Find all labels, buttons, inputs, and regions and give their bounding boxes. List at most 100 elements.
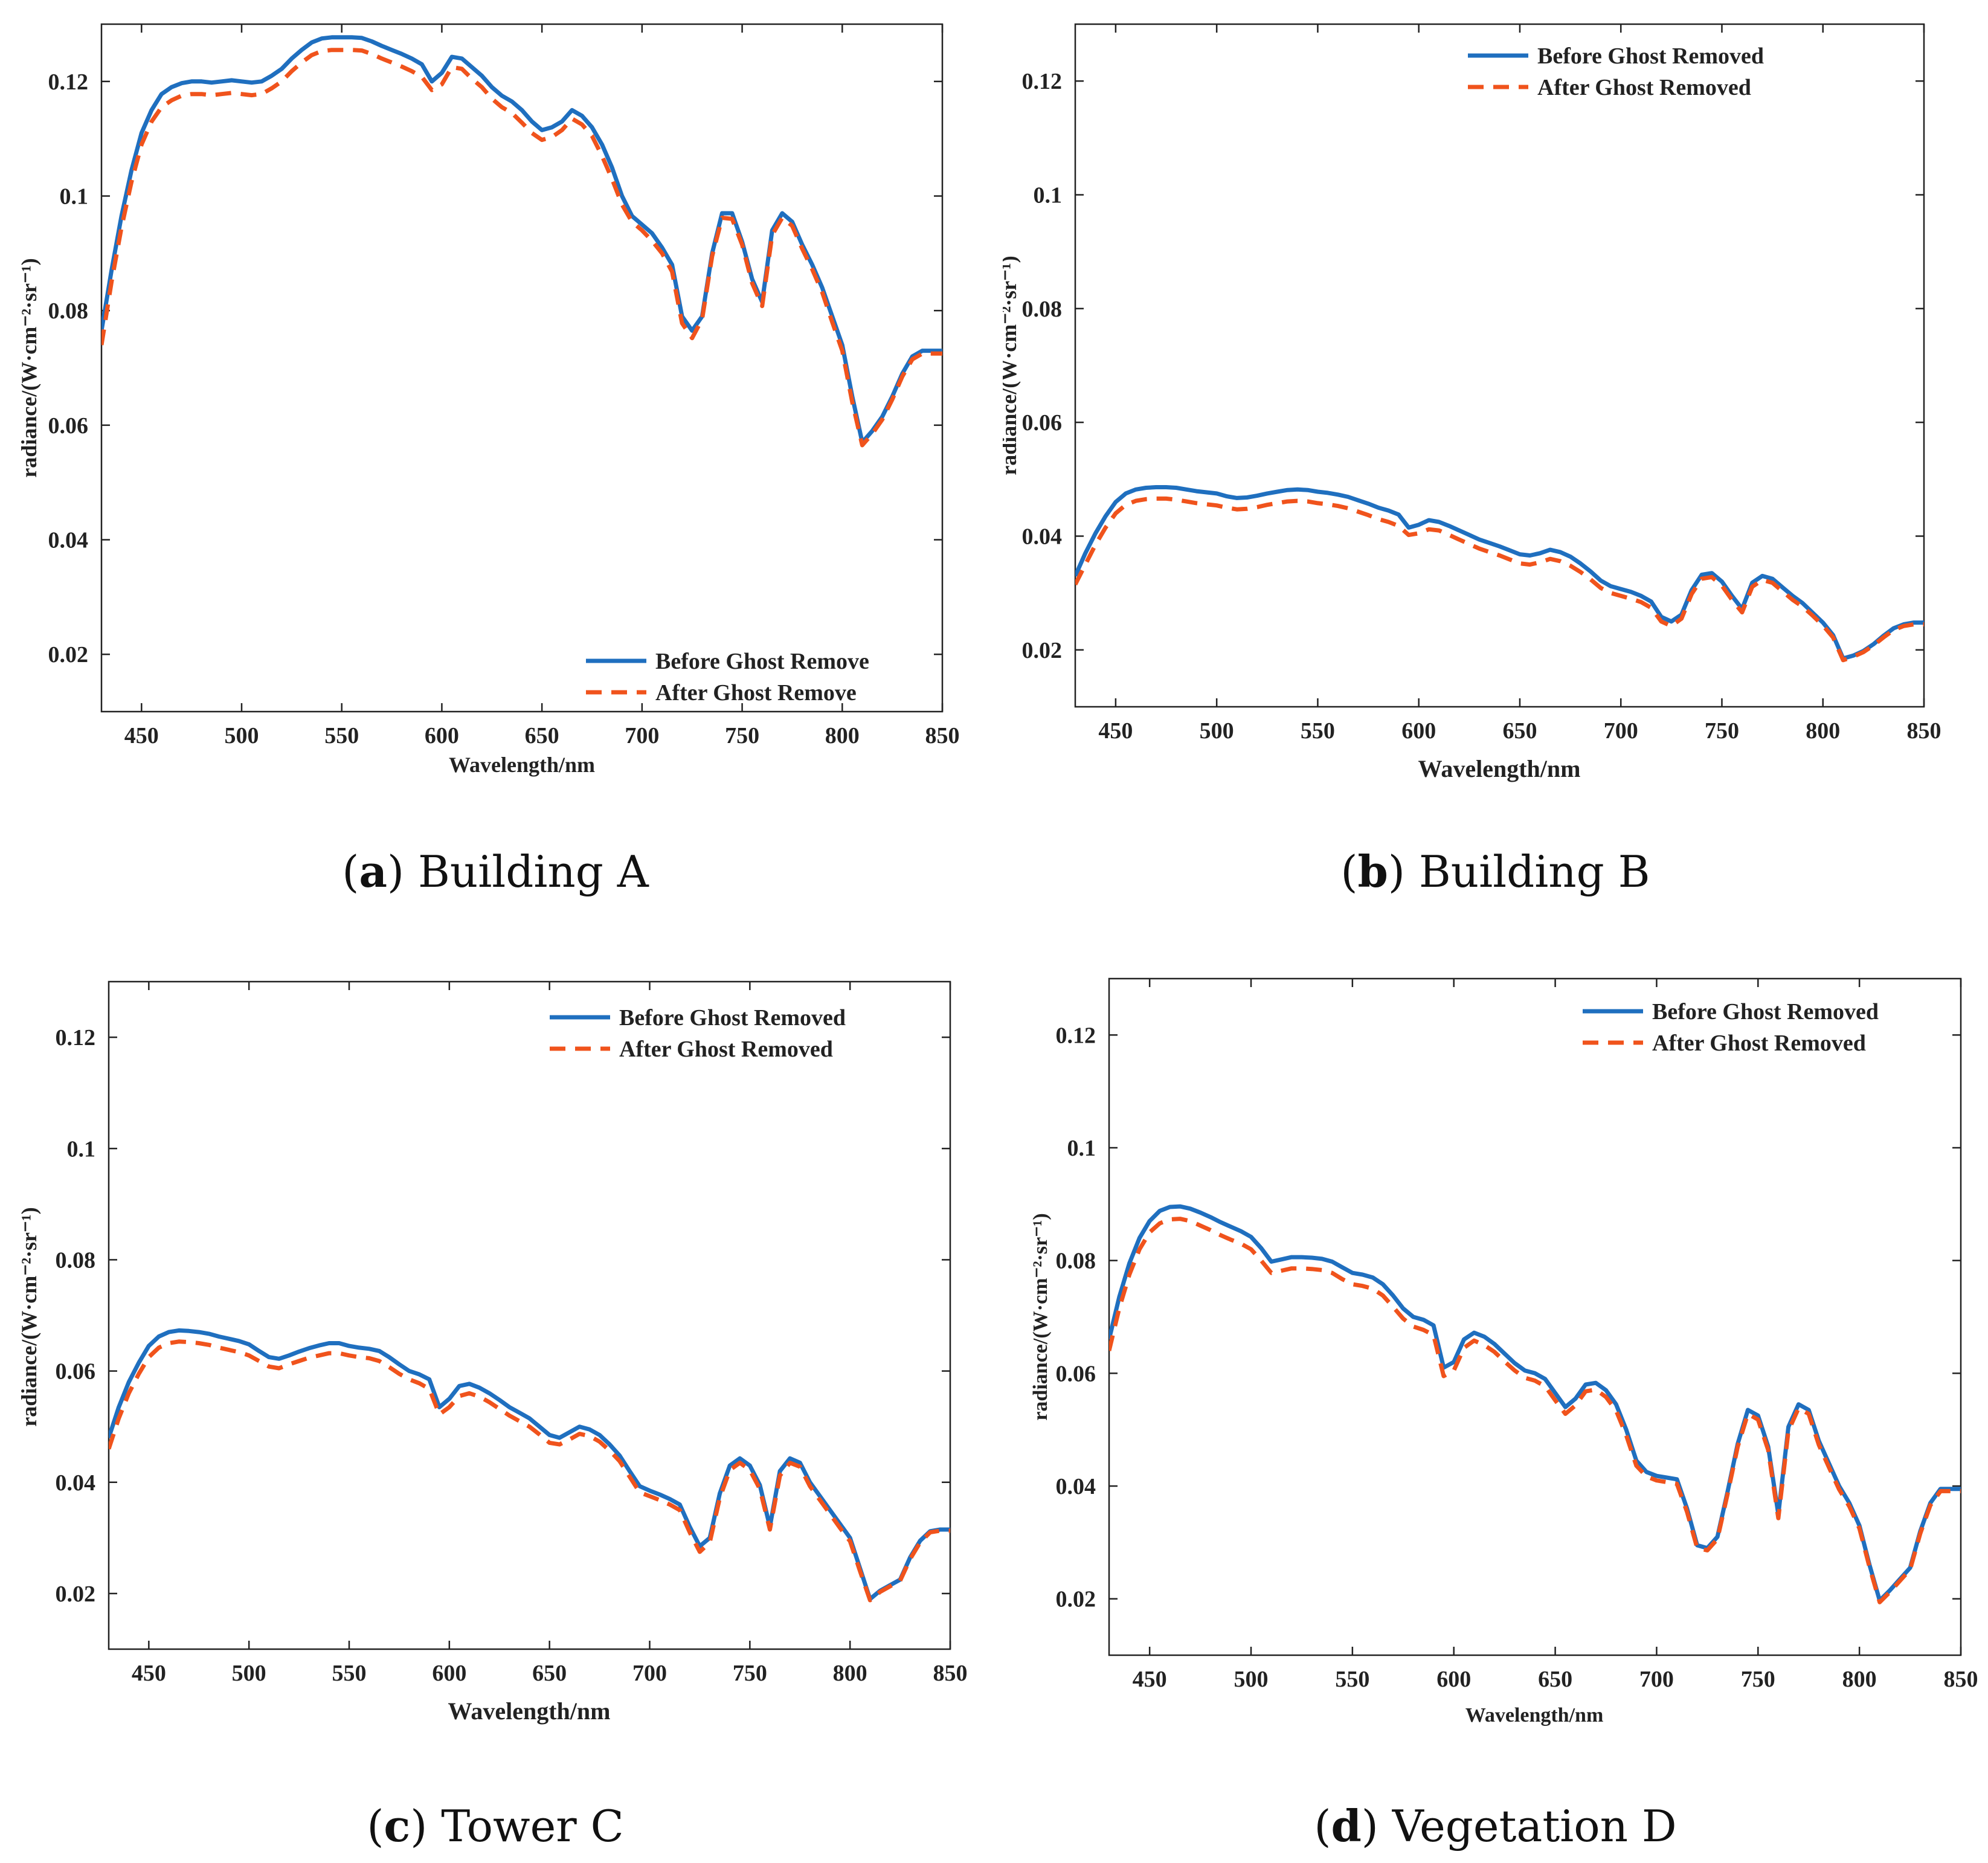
y-tick-label: 0.08	[1022, 297, 1063, 322]
y-axis-label: radiance/(W·cm⁻²·sr⁻¹)	[1003, 256, 1021, 475]
x-tick-label: 700	[1604, 718, 1638, 744]
chart-panel-c: radiance/(W·cm⁻²·sr⁻¹) Wavelength/nm 450…	[17, 980, 968, 1725]
y-tick-label: 0.04	[56, 1470, 96, 1496]
y-tick-label: 0.12	[1056, 1023, 1096, 1048]
y-tick-label: 0.12	[56, 1025, 96, 1051]
y-tick-label: 0.1	[60, 184, 89, 210]
series-after-line	[1109, 1217, 1961, 1604]
plot-frame	[100, 23, 944, 713]
caption-c: (c) Tower C	[367, 1800, 624, 1852]
y-tick-label: 0.1	[67, 1136, 96, 1162]
y-tick-label: 0.08	[1056, 1249, 1096, 1274]
x-tick-label: 450	[132, 1661, 166, 1686]
caption-d: (d) Vegetation D	[1314, 1800, 1677, 1852]
x-tick-label: 700	[632, 1661, 667, 1686]
legend-entry: Before Ghost Removed	[1652, 999, 1879, 1025]
x-axis-label: Wavelength/nm	[449, 753, 595, 777]
x-tick-label: 500	[1200, 718, 1234, 744]
x-tick-label: 600	[1401, 718, 1436, 744]
legend-entry: Before Ghost Removed	[619, 1005, 846, 1031]
y-tick-label: 0.08	[56, 1247, 96, 1273]
x-tick-label: 600	[425, 723, 459, 748]
y-axis-label: radiance/(W·cm⁻²·sr⁻¹)	[17, 1207, 41, 1427]
y-axis-label: radiance/(W·cm⁻²·sr⁻¹)	[1029, 1213, 1052, 1420]
caption-text: Building A	[417, 846, 649, 897]
x-tick-label: 650	[1502, 718, 1537, 744]
x-tick-label: 850	[1907, 718, 1941, 744]
x-tick-label: 450	[124, 723, 159, 748]
y-tick-label: 0.04	[1022, 524, 1063, 550]
x-tick-label: 550	[1301, 718, 1335, 744]
caption-letter: d	[1331, 1800, 1362, 1852]
chart-panel-b: radiance/(W·cm⁻²·sr⁻¹) Wavelength/nm 450…	[1003, 23, 1941, 782]
legend-entry: After Ghost Removed	[619, 1037, 833, 1062]
x-axis-label: Wavelength/nm	[1465, 1704, 1604, 1726]
x-tick-label: 550	[332, 1661, 367, 1686]
y-tick-label: 0.02	[56, 1581, 96, 1607]
x-tick-label: 500	[1234, 1667, 1269, 1692]
chart-panel-d: radiance/(W·cm⁻²·sr⁻¹) Wavelength/nm 450…	[1029, 977, 1978, 1726]
x-tick-label: 750	[1741, 1667, 1775, 1692]
x-tick-label: 450	[1098, 718, 1133, 744]
x-axis-label: Wavelength/nm	[448, 1697, 611, 1725]
x-tick-label: 850	[933, 1661, 968, 1686]
y-tick-label: 0.1	[1034, 183, 1063, 208]
legend-entry: Before Ghost Remove	[655, 649, 869, 674]
plot-frame	[108, 980, 951, 1650]
y-tick-label: 0.06	[56, 1359, 96, 1385]
plot-frame	[1108, 977, 1962, 1656]
caption-text: Building B	[1418, 846, 1650, 897]
x-tick-label: 450	[1133, 1667, 1167, 1692]
x-tick-label: 800	[825, 723, 860, 748]
series-after-line	[101, 48, 942, 448]
caption-letter: a	[359, 846, 387, 897]
x-tick-label: 800	[1806, 718, 1840, 744]
series-before-line	[101, 35, 942, 445]
x-tick-label: 600	[432, 1661, 466, 1686]
plot-frame	[1074, 23, 1925, 708]
y-tick-label: 0.06	[48, 413, 89, 439]
y-tick-label: 0.08	[48, 298, 89, 324]
x-tick-label: 750	[733, 1661, 767, 1686]
x-tick-label: 800	[833, 1661, 867, 1686]
y-tick-label: 0.06	[1056, 1361, 1096, 1386]
x-tick-label: 550	[1335, 1667, 1369, 1692]
y-tick-label: 0.02	[48, 642, 89, 668]
x-tick-label: 850	[925, 723, 960, 748]
legend-entry: Before Ghost Removed	[1537, 43, 1764, 69]
x-tick-label: 650	[532, 1661, 567, 1686]
y-axis-label: radiance/(W·cm⁻²·sr⁻¹)	[17, 258, 41, 478]
x-tick-label: 850	[1944, 1667, 1978, 1692]
caption-letter: b	[1357, 846, 1388, 897]
y-tick-label: 0.06	[1022, 410, 1063, 436]
x-tick-label: 650	[1538, 1667, 1572, 1692]
caption-b: (b) Building B	[1340, 846, 1650, 897]
series-after-line	[109, 1339, 950, 1603]
caption-text: Vegetation D	[1392, 1801, 1677, 1852]
y-tick-label: 0.12	[48, 69, 89, 95]
series-before-line	[1075, 485, 1924, 661]
y-tick-label: 0.02	[1022, 638, 1063, 663]
y-tick-label: 0.04	[48, 528, 89, 553]
x-tick-label: 500	[225, 723, 259, 748]
legend-entry: After Ghost Removed	[1652, 1031, 1866, 1056]
caption-letter: c	[384, 1800, 411, 1852]
y-tick-label: 0.12	[1022, 69, 1063, 94]
x-tick-label: 500	[232, 1661, 266, 1686]
series-before-line	[109, 1328, 950, 1601]
series-after-line	[1075, 496, 1924, 663]
y-tick-label: 0.1	[1067, 1136, 1096, 1161]
y-tick-label: 0.04	[1056, 1474, 1096, 1499]
x-tick-label: 750	[725, 723, 759, 748]
x-tick-label: 650	[525, 723, 559, 748]
legend-entry: After Ghost Removed	[1537, 75, 1751, 100]
x-tick-label: 600	[1436, 1667, 1471, 1692]
series-before-line	[1109, 1204, 1961, 1603]
x-tick-label: 800	[1842, 1667, 1877, 1692]
x-axis-label: Wavelength/nm	[1418, 755, 1581, 782]
x-tick-label: 750	[1705, 718, 1739, 744]
y-tick-label: 0.02	[1056, 1587, 1096, 1612]
legend-entry: After Ghost Remove	[655, 680, 857, 706]
caption-a: (a) Building A	[342, 846, 649, 897]
chart-panel-a: radiance/(W·cm⁻²·sr⁻¹) Wavelength/nm 450…	[17, 23, 960, 777]
